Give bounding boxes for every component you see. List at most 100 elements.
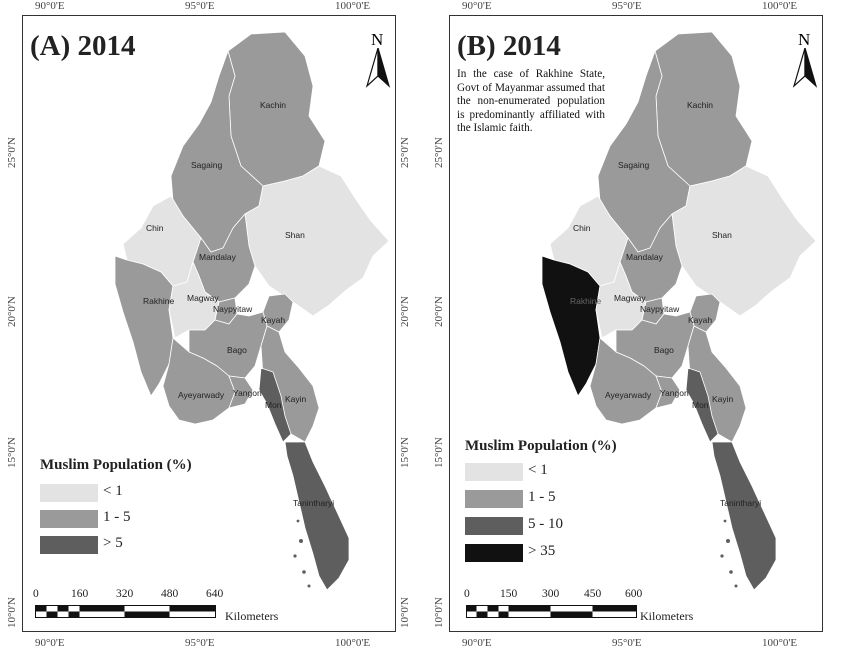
scale-tick: 320: [116, 588, 134, 600]
legend-swatch: [40, 510, 98, 528]
region-yangon: [655, 375, 681, 409]
lon-tick: 100°0'E: [335, 0, 371, 12]
scale-tick: 600: [625, 588, 643, 600]
legend-title: Muslim Population (%): [40, 457, 192, 473]
label-magway: Magway: [614, 293, 646, 303]
legend-swatch: [40, 536, 98, 554]
north-label: N: [798, 30, 811, 49]
label-naypyitaw: Naypyitaw: [640, 304, 680, 314]
region-mon: [685, 367, 719, 443]
label-kachin: Kachin: [687, 100, 713, 110]
legend-swatch: [465, 463, 523, 481]
label-kayin: Kayin: [712, 394, 734, 404]
label-kayah: Kayah: [688, 315, 712, 325]
scale-tick: 0: [33, 588, 39, 600]
lon-tick: 100°0'E: [762, 637, 798, 649]
lon-tick: 90°0'E: [462, 0, 492, 12]
map-frame: Kachin Sagaing Chin Shan Mandalay Rakhin…: [22, 15, 396, 632]
region-shan: [671, 165, 817, 317]
rakhine-note: In the case of Rakhine State, Govt of Ma…: [457, 68, 605, 134]
lat-tick: 25°0'N: [6, 137, 18, 168]
label-sagaing: Sagaing: [191, 160, 222, 170]
scale-tick: 480: [161, 588, 179, 600]
islands: [720, 519, 738, 588]
label-mandalay: Mandalay: [199, 252, 237, 262]
region-tanintharyi: [711, 441, 777, 591]
lon-tick: 90°0'E: [35, 637, 65, 649]
lat-tick: 10°0'N: [433, 597, 445, 628]
scale-tick: 450: [584, 588, 602, 600]
label-chin: Chin: [573, 223, 591, 233]
lat-tick: 20°0'N: [399, 296, 411, 327]
label-mandalay: Mandalay: [626, 252, 664, 262]
region-rakhine: [541, 255, 601, 397]
label-rakhine: Rakhine: [143, 296, 174, 306]
map-canvas: Kachin Sagaing Chin Shan Mandalay Rakhin…: [541, 31, 817, 591]
legend-label: < 1: [528, 462, 548, 478]
lat-tick: 25°0'N: [399, 137, 411, 168]
label-yangon: Yangon: [660, 388, 689, 398]
lon-tick: 95°0'E: [185, 637, 215, 649]
label-bago: Bago: [654, 345, 674, 355]
label-mon: Mon: [265, 400, 282, 410]
lon-tick: 100°0'E: [762, 0, 798, 12]
legend-swatch: [465, 490, 523, 508]
scale-tick: 640: [206, 588, 224, 600]
label-rakhine: Rakhine: [570, 296, 601, 306]
legend-label: 5 - 10: [528, 516, 563, 532]
label-tanintharyi: Tanintharyi: [720, 498, 761, 508]
lon-tick: 90°0'E: [462, 637, 492, 649]
legend-label: 1 - 5: [528, 489, 556, 505]
lat-tick: 20°0'N: [433, 296, 445, 327]
panel-title: (A) 2014: [30, 30, 136, 62]
lon-tick: 95°0'E: [185, 0, 215, 12]
label-shan: Shan: [712, 230, 732, 240]
scale-unit: Kilometers: [225, 609, 279, 623]
label-bago: Bago: [227, 345, 247, 355]
label-chin: Chin: [146, 223, 164, 233]
lon-tick: 95°0'E: [612, 637, 642, 649]
lat-tick: 25°0'N: [433, 137, 445, 168]
lat-tick: 15°0'N: [399, 437, 411, 468]
map-canvas: Kachin Sagaing Chin Shan Mandalay Rakhin…: [114, 31, 390, 591]
scale-bar: [466, 605, 637, 618]
lat-tick: 15°0'N: [6, 437, 18, 468]
region-tanintharyi: [284, 441, 350, 591]
region-shan: [244, 165, 390, 317]
north-arrow-icon: [365, 48, 391, 88]
lon-tick: 90°0'E: [35, 0, 65, 12]
map-panel-a: 90°0'E 95°0'E 100°0'E: [0, 0, 415, 653]
legend-label: 1 - 5: [103, 509, 131, 525]
label-ayeyarwady: Ayeyarwady: [178, 390, 225, 400]
label-kachin: Kachin: [260, 100, 286, 110]
label-ayeyarwady: Ayeyarwady: [605, 390, 652, 400]
legend-swatch: [465, 517, 523, 535]
lon-tick: 100°0'E: [335, 637, 371, 649]
legend-label: > 5: [103, 535, 123, 551]
lat-tick: 20°0'N: [6, 296, 18, 327]
region-mon: [258, 367, 292, 443]
north-arrow: N: [790, 30, 820, 88]
scale-tick: 0: [464, 588, 470, 600]
legend-title: Muslim Population (%): [465, 438, 617, 454]
scale-tick: 150: [500, 588, 518, 600]
map-panel-b: 90°0'E 95°0'E 100°0'E: [427, 0, 842, 653]
north-label: N: [371, 30, 384, 49]
label-magway: Magway: [187, 293, 219, 303]
label-kayah: Kayah: [261, 315, 285, 325]
legend-swatch: [465, 544, 523, 562]
lat-tick: 10°0'N: [6, 597, 18, 628]
panel-title: (B) 2014: [457, 30, 561, 62]
region-yangon: [228, 375, 254, 409]
north-arrow-icon: [792, 48, 818, 88]
label-tanintharyi: Tanintharyi: [293, 498, 334, 508]
label-kayin: Kayin: [285, 394, 307, 404]
legend-label: > 35: [528, 543, 556, 559]
scale-bar: [35, 605, 216, 618]
legend-label: < 1: [103, 483, 123, 499]
lon-tick: 95°0'E: [612, 0, 642, 12]
scale-tick: 160: [71, 588, 89, 600]
label-yangon: Yangon: [233, 388, 262, 398]
label-sagaing: Sagaing: [618, 160, 649, 170]
label-shan: Shan: [285, 230, 305, 240]
